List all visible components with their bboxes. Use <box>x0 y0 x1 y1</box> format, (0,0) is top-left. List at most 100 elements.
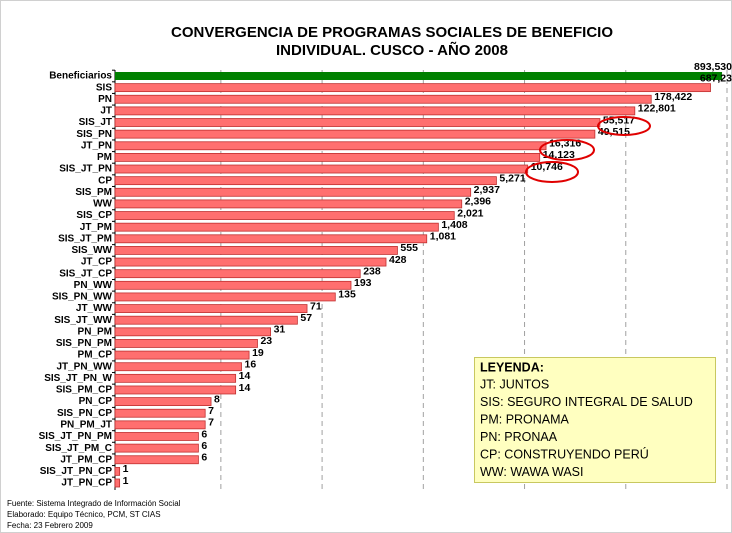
y-tick-label: SIS_JT_CP <box>59 268 112 279</box>
value-label: 1,408 <box>441 219 467 231</box>
y-tick-label: JT_PN_CP <box>61 478 112 489</box>
bar <box>114 269 361 279</box>
y-tick-label: SIS_JT_PN_CP <box>40 466 113 477</box>
bar <box>114 362 242 372</box>
y-tick-label: PN_CP <box>79 396 113 407</box>
bar <box>114 152 541 162</box>
value-label: 1,081 <box>430 231 456 243</box>
bar <box>114 350 250 360</box>
chart-title: INDIVIDUAL. CUSCO - AÑO 2008 <box>276 41 508 59</box>
bar <box>114 280 352 290</box>
value-label: 122,801 <box>638 103 676 115</box>
y-tick-label: SIS_PN_WW <box>52 292 113 303</box>
bar <box>114 408 206 418</box>
y-tick-label: SIS_PN_PM <box>56 338 112 349</box>
bar <box>114 443 199 453</box>
bar <box>114 373 237 383</box>
footer-note: Fecha: 23 Febrero 2009 <box>7 521 93 530</box>
y-tick-label: SIS_PM_CP <box>56 385 112 396</box>
bar <box>114 455 199 465</box>
value-label: 8 <box>214 393 220 405</box>
y-tick-label: SIS_CP <box>76 210 112 221</box>
bar <box>114 176 497 186</box>
value-label: 2,021 <box>457 207 483 219</box>
chart-title: CONVERGENCIA DE PROGRAMAS SOCIALES DE BE… <box>171 24 613 41</box>
bar <box>114 478 121 488</box>
y-tick-label: JT_PN <box>81 140 112 151</box>
highlight-circle <box>525 161 579 183</box>
value-label: 57 <box>300 312 312 324</box>
footer-note: Fuente: Sistema Integrado de Información… <box>7 499 181 508</box>
y-tick-label: PN <box>98 94 112 105</box>
value-label: 135 <box>338 289 356 301</box>
y-tick-label: PN_PM_JT <box>60 419 112 430</box>
value-label: 14 <box>239 370 251 382</box>
y-tick-label: SIS <box>96 82 112 93</box>
bar <box>114 164 529 174</box>
footer-note: Elaborado: Equipo Técnico, PCM, ST CIAS <box>7 510 161 519</box>
value-label: 2,396 <box>465 196 491 208</box>
bar <box>114 94 652 104</box>
y-tick-label: PN_WW <box>74 280 113 291</box>
value-label: 893,530 <box>694 61 732 73</box>
value-label: 55,517 <box>603 114 635 126</box>
bar <box>114 339 258 348</box>
bar <box>114 315 298 325</box>
bar <box>115 72 723 80</box>
y-tick-label: PM_CP <box>78 350 113 361</box>
y-tick-label: SIS_JT_PM_C <box>45 443 112 454</box>
y-tick-label: JT_PM_CP <box>60 454 112 465</box>
bar <box>114 129 596 139</box>
bar <box>114 304 308 313</box>
legend-title: LEYENDA: <box>480 360 544 374</box>
bar <box>114 187 472 197</box>
highlight-circles <box>525 116 651 183</box>
legend-item: PN: PRONAA <box>480 430 558 444</box>
y-tick-label: SIS_PN_CP <box>57 408 112 419</box>
bar <box>114 106 636 116</box>
highlight-circle <box>539 139 595 161</box>
value-label: 6 <box>201 428 207 440</box>
value-label: 1 <box>123 475 129 487</box>
bar <box>114 83 711 93</box>
legend-item: PM: PRONAMA <box>480 412 570 426</box>
bar <box>114 257 387 267</box>
y-tick-label: SIS_WW <box>71 245 112 256</box>
y-tick-label: SIS_PM <box>75 187 112 198</box>
value-label: 2,937 <box>474 184 500 196</box>
legend-box <box>474 357 716 483</box>
y-tick-label: CP <box>98 175 112 186</box>
y-tick-label: SIS_JT_PN <box>59 164 112 175</box>
value-label: 193 <box>354 277 372 289</box>
value-label: 7 <box>208 417 214 429</box>
y-tick-label: JT <box>100 106 112 117</box>
y-tick-label: SIS_JT_PM <box>58 233 112 244</box>
legend-item: CP: CONSTRUYENDO PERÚ <box>480 446 649 461</box>
value-label: 7 <box>208 405 214 417</box>
bar <box>114 222 439 232</box>
bar <box>114 420 206 430</box>
legend-item: SIS: SEGURO INTEGRAL DE SALUD <box>480 395 693 409</box>
y-tick-label: SIS_PN <box>76 129 112 140</box>
value-label: 238 <box>363 265 381 277</box>
value-label: 555 <box>400 242 418 254</box>
value-label: 71 <box>310 300 322 312</box>
legend-item: JT: JUNTOS <box>480 377 549 391</box>
value-label: 6 <box>201 440 207 452</box>
value-label: 178,422 <box>654 91 692 103</box>
value-label: 1 <box>123 463 129 475</box>
value-label: 5,271 <box>499 172 525 184</box>
bar <box>114 327 271 337</box>
legend-item: WW: WAWA WASI <box>480 465 583 479</box>
bar <box>114 246 398 255</box>
y-tick-label: PN_PM <box>78 326 112 337</box>
bar <box>114 466 121 476</box>
value-label: 31 <box>274 324 286 336</box>
value-label: 14 <box>239 382 251 394</box>
y-tick-label: JT_WW <box>76 303 113 314</box>
y-tick-label: SIS_JT_WW <box>54 315 112 326</box>
bar <box>114 141 547 151</box>
value-label: 428 <box>389 254 407 266</box>
value-label: 687,23 <box>700 72 732 84</box>
